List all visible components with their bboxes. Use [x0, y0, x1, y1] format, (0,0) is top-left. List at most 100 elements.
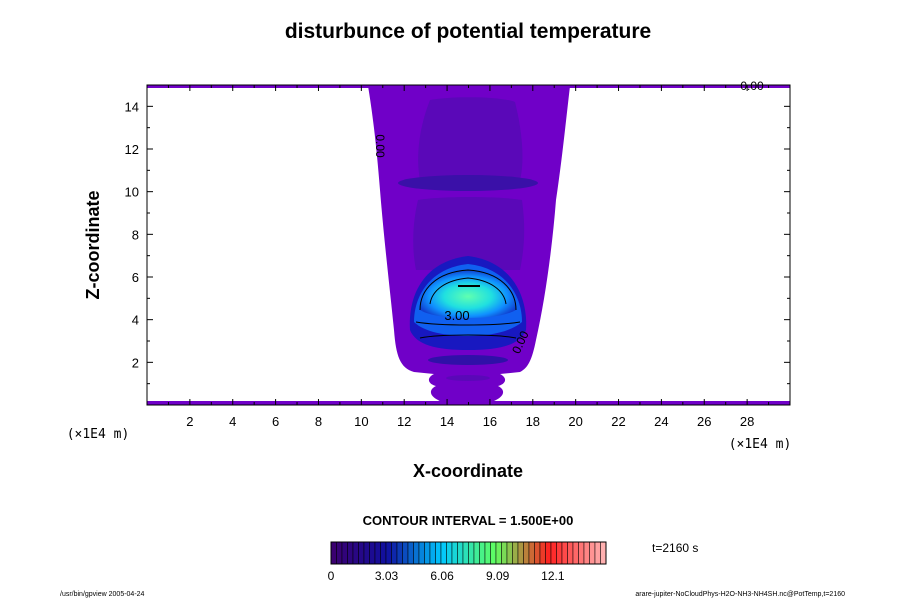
colorbar-cell: [429, 541, 436, 565]
y-axis: 2 4 6 8 10 12 14: [125, 99, 790, 385]
x-axis-title: X-coordinate: [413, 461, 523, 481]
z-unit-label: (×1E4 m): [67, 427, 130, 442]
footer-left: /usr/bin/gpview 2005-04-24: [60, 591, 145, 598]
colorbar-tick-label: 0: [328, 569, 335, 583]
colorbar: [330, 541, 607, 565]
contour-label-left: 0.00: [373, 134, 387, 158]
x-tick-label: 24: [654, 414, 668, 429]
contour-line: [415, 321, 521, 326]
colorbar-cell: [550, 541, 557, 565]
colorbar-tick-label: 3.03: [375, 569, 399, 583]
colorbar-cell: [583, 541, 590, 565]
colorbar-cell: [336, 541, 343, 565]
colorbar-cell: [501, 541, 508, 565]
colorbar-cell: [380, 541, 387, 565]
colorbar-cell: [435, 541, 442, 565]
colorbar-cell: [539, 541, 546, 565]
colorbar-tick-label: 9.09: [486, 569, 510, 583]
colorbar-cell: [479, 541, 486, 565]
colorbar-cell: [600, 541, 607, 565]
colorbar-tick-label: 6.06: [430, 569, 454, 583]
colorbar-cell: [369, 541, 376, 565]
contour-label-top-right: 0.00: [740, 79, 764, 93]
x-tick-label: 20: [568, 414, 582, 429]
colorbar-tick-label: 12.1: [541, 569, 565, 583]
colorbar-cell: [352, 541, 359, 565]
x-tick-label: 28: [740, 414, 754, 429]
mid-column-band: [413, 197, 525, 270]
y-tick-label: 4: [132, 313, 139, 328]
colorbar-cell: [462, 541, 469, 565]
contour-label-core: 3.00: [444, 308, 469, 323]
colorbar-labels: 0 3.03 6.06 9.09 12.1: [328, 569, 565, 583]
colorbar-cell: [402, 541, 409, 565]
colorbar-frame: [330, 541, 607, 565]
colorbar-cell: [347, 541, 354, 565]
colorbar-cell: [589, 541, 596, 565]
colorbar-cell: [418, 541, 425, 565]
x-tick-label: 4: [229, 414, 236, 429]
colorbar-cell: [413, 541, 420, 565]
time-label: t=2160 s: [652, 541, 698, 555]
x-unit-label: (×1E4 m): [729, 437, 792, 452]
x-axis: 2 4 6 8 10 12 14 16 18 20 22 24 26 28: [167, 85, 770, 429]
x-tick-label: 12: [397, 414, 411, 429]
y-tick-label: 8: [132, 227, 139, 242]
colorbar-cell: [523, 541, 530, 565]
colorbar-cell: [446, 541, 453, 565]
colorbar-cell: [330, 541, 337, 565]
colorbar-cell: [490, 541, 497, 565]
upper-column-band: [418, 97, 523, 180]
y-axis-title: Z-coordinate: [83, 190, 103, 299]
lower-ripple: [446, 375, 490, 381]
lower-ripple: [428, 355, 508, 365]
colorbar-cell: [506, 541, 513, 565]
contour-interval-text: CONTOUR INTERVAL = 1.500E+00: [363, 513, 574, 528]
colorbar-cell: [594, 541, 601, 565]
colorbar-cell: [424, 541, 431, 565]
colorbar-cell: [451, 541, 458, 565]
colorbar-cell: [517, 541, 524, 565]
colorbar-cell: [363, 541, 370, 565]
colorbar-cell: [512, 541, 519, 565]
x-tick-label: 16: [483, 414, 497, 429]
x-tick-label: 26: [697, 414, 711, 429]
colorbar-cell: [473, 541, 480, 565]
colorbar-cell: [407, 541, 414, 565]
x-tick-label: 2: [186, 414, 193, 429]
colorbar-cell: [578, 541, 585, 565]
colorbar-cell: [484, 541, 491, 565]
dark-band-10km: [398, 175, 538, 191]
colorbar-cell: [457, 541, 464, 565]
warm-core-inner: [420, 270, 516, 318]
colorbar-cell: [468, 541, 475, 565]
chart-title: disturbunce of potential temperature: [285, 20, 651, 43]
y-tick-label: 2: [132, 355, 139, 370]
colorbar-cell: [534, 541, 541, 565]
colorbar-cell: [495, 541, 502, 565]
colorbar-cell: [396, 541, 403, 565]
contour-line: [419, 334, 517, 339]
x-tick-label: 6: [272, 414, 279, 429]
colorbar-cell: [341, 541, 348, 565]
colorbar-cell: [385, 541, 392, 565]
colorbar-cell: [545, 541, 552, 565]
colorbar-cell: [556, 541, 563, 565]
x-tick-label: 14: [440, 414, 454, 429]
y-tick-label: 12: [125, 142, 139, 157]
x-tick-label: 18: [526, 414, 540, 429]
colorbar-cell: [572, 541, 579, 565]
colorbar-cell: [561, 541, 568, 565]
x-tick-label: 10: [354, 414, 368, 429]
colorbar-cell: [391, 541, 398, 565]
contour-line: [419, 269, 517, 311]
contour-line: [429, 277, 507, 305]
plot-area: [147, 85, 790, 405]
colorbar-cell: [374, 541, 381, 565]
y-tick-label: 10: [125, 185, 139, 200]
colorbar-cell: [567, 541, 574, 565]
colorbar-cell: [358, 541, 365, 565]
x-tick-label: 8: [315, 414, 322, 429]
colorbar-cell: [440, 541, 447, 565]
y-tick-label: 14: [125, 99, 139, 114]
